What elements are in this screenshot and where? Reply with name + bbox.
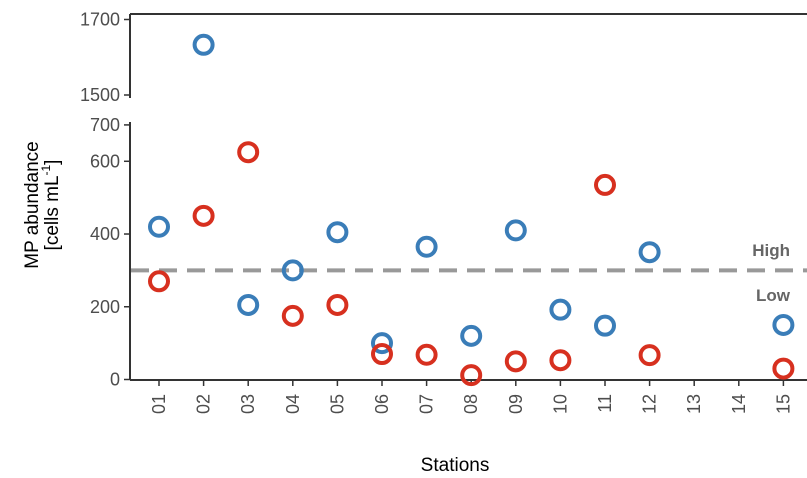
y-axis-title-line2: [cells mL-1]: [39, 160, 63, 251]
y-tick-label: 1700: [80, 10, 120, 30]
axis-labels: 1500 1700 0 200 400 600 700 01 02 03 04 05 06 07 08 09 1…: [80, 10, 793, 415]
data-point-series-1: [504, 219, 527, 242]
y-tick-label: 1500: [80, 85, 120, 105]
data-point-series-2: [772, 357, 795, 380]
x-tick-label: 02: [194, 394, 214, 414]
x-tick-label: 03: [238, 394, 258, 414]
x-tick-label: 04: [283, 394, 303, 414]
data-point-series-2: [148, 270, 170, 293]
x-tick-label: 08: [461, 394, 481, 414]
data-point-series-1: [237, 293, 260, 316]
data-point-series-1: [772, 313, 795, 336]
y-tick-label: 600: [90, 151, 120, 171]
data-point-series-1: [594, 314, 616, 337]
x-tick-label: 05: [327, 394, 347, 414]
data-point-series-1: [549, 298, 572, 321]
x-tick-label: 01: [149, 394, 169, 414]
threshold-label-low: Low: [756, 286, 791, 305]
x-axis-title: Stations: [421, 455, 490, 476]
y-tick-label: 0: [110, 370, 120, 390]
data-points: [148, 33, 795, 387]
data-point-series-2: [460, 364, 483, 387]
x-tick-label: 14: [729, 394, 749, 414]
data-point-series-2: [192, 204, 215, 227]
x-tick-label: 06: [372, 394, 392, 414]
data-point-series-2: [281, 304, 304, 327]
data-point-series-1: [638, 241, 661, 264]
data-point-series-1: [460, 324, 483, 347]
data-point-series-2: [415, 343, 438, 366]
data-point-series-2: [638, 344, 661, 367]
x-tick-label: 12: [640, 394, 660, 414]
data-point-series-1: [281, 259, 304, 282]
data-point-series-2: [326, 293, 349, 316]
data-point-series-1: [326, 221, 349, 244]
axes: [124, 13, 807, 386]
x-tick-label: 09: [506, 394, 526, 414]
x-tick-label: 10: [550, 394, 570, 414]
x-tick-label: 13: [684, 394, 704, 414]
x-tick-label: 07: [417, 394, 437, 414]
data-point-series-2: [594, 173, 616, 196]
threshold-label-high: High: [752, 241, 790, 260]
y-axis-unit-pre: [cells mL: [42, 175, 63, 250]
x-tick-label: 11: [595, 394, 615, 413]
data-point-series-2: [371, 343, 393, 366]
data-point-series-1: [415, 235, 438, 258]
data-point-series-2: [549, 349, 572, 372]
data-point-series-1: [148, 215, 170, 238]
data-point-series-2: [504, 350, 527, 373]
y-tick-label: 200: [90, 297, 120, 317]
y-axis-title: MP abundance [cells mL-1]: [22, 141, 63, 268]
data-point-series-1: [192, 33, 215, 56]
y-axis-title-line1: MP abundance: [22, 141, 43, 268]
y-axis-unit-sup: -1: [39, 164, 53, 175]
data-point-series-2: [237, 141, 260, 164]
data-point-series-1: [371, 332, 393, 355]
y-tick-label: 700: [90, 115, 120, 135]
y-axis-unit-post: ]: [42, 160, 63, 165]
y-tick-label: 400: [90, 224, 120, 244]
x-tick-label: 15: [773, 394, 793, 414]
